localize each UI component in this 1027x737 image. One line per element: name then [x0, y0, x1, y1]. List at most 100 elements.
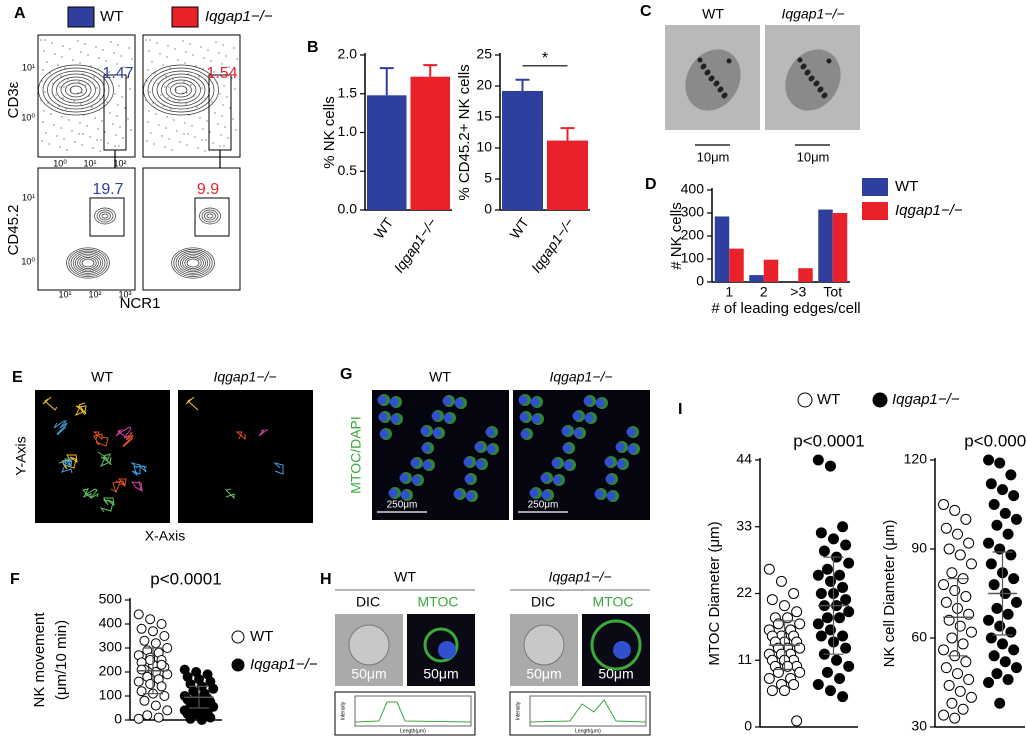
dot: [812, 569, 824, 581]
panel-title: WT: [429, 369, 451, 385]
p-value: p<0.0001: [793, 431, 864, 450]
flow-plot: [142, 34, 241, 158]
error-bar: [560, 127, 575, 141]
tick-label: 10²: [113, 158, 126, 168]
event: [56, 135, 58, 137]
bar: [798, 268, 813, 282]
event: [199, 117, 201, 119]
event: [43, 50, 45, 52]
event: [185, 103, 187, 105]
contour: [182, 255, 204, 271]
dot: [938, 644, 950, 656]
dot: [946, 697, 958, 709]
event: [51, 42, 53, 44]
event: [220, 134, 222, 136]
y-tick-label: 30: [911, 718, 927, 734]
event: [221, 63, 223, 65]
nucleus: [520, 429, 530, 439]
scale-label: 50μm: [423, 666, 458, 682]
contour: [186, 258, 200, 268]
dot: [153, 712, 164, 723]
nucleus: [399, 473, 409, 483]
event: [61, 116, 63, 118]
tick-label: 10¹: [58, 289, 71, 299]
dot: [999, 507, 1011, 519]
event: [233, 47, 235, 49]
dot: [136, 686, 147, 697]
bar: [818, 209, 833, 282]
dot: [156, 659, 167, 670]
event: [149, 91, 151, 93]
event: [84, 43, 86, 45]
y-tick-label: 2.0: [338, 46, 358, 62]
event: [44, 39, 46, 41]
dot: [815, 588, 827, 599]
event: [77, 92, 79, 94]
granule: [700, 64, 706, 70]
dot: [834, 569, 846, 581]
dot: [999, 656, 1011, 668]
legend-marker: [797, 392, 813, 408]
dot: [954, 620, 966, 632]
event: [203, 57, 205, 59]
nucleus: [454, 398, 464, 408]
dot: [983, 537, 995, 549]
event: [161, 135, 163, 137]
dot: [965, 626, 977, 638]
event: [166, 116, 168, 118]
event: [63, 138, 65, 140]
p-value: p<0.0001: [150, 569, 221, 588]
dot: [991, 668, 1003, 680]
nucleus: [626, 427, 636, 437]
panel-title: Iqgap1−/−: [213, 369, 276, 385]
event: [219, 93, 221, 95]
event: [62, 97, 64, 99]
granule: [721, 93, 727, 99]
y-tick-label: 25: [476, 46, 492, 62]
track: [61, 454, 78, 470]
axis-label: Y-Axis: [13, 436, 29, 475]
gate: [89, 197, 125, 237]
legend-marker: [231, 630, 245, 644]
event: [184, 62, 186, 64]
dot: [824, 685, 836, 697]
panel-letter: G: [340, 366, 352, 383]
event: [211, 101, 213, 103]
bar: [410, 76, 450, 210]
track-image: [35, 390, 170, 523]
dot: [133, 676, 144, 687]
event: [113, 52, 115, 54]
sd-bar: [774, 620, 795, 670]
panel-letter: I: [678, 401, 682, 418]
dot: [991, 519, 1003, 531]
event: [197, 147, 199, 149]
dot: [821, 666, 833, 678]
dot: [946, 632, 958, 644]
event: [147, 121, 149, 123]
event: [159, 53, 161, 55]
axis-label: NCR1: [120, 295, 161, 312]
dot: [763, 672, 775, 684]
event: [150, 132, 152, 134]
event: [224, 126, 226, 128]
event: [60, 127, 62, 129]
legend-marker: [872, 392, 888, 408]
event: [67, 78, 69, 80]
contour: [75, 253, 101, 273]
y-tick-label: 400: [99, 615, 123, 631]
event: [59, 86, 61, 88]
event: [152, 102, 154, 104]
event: [225, 55, 227, 57]
event: [119, 126, 121, 128]
dot: [965, 691, 977, 703]
dot: [954, 549, 966, 561]
granule: [717, 87, 723, 93]
event: [222, 44, 224, 46]
dot: [162, 705, 173, 716]
event: [169, 67, 171, 69]
event: [107, 142, 109, 144]
granule: [826, 58, 832, 64]
nucleus: [432, 428, 442, 438]
event: [72, 59, 74, 61]
dot: [940, 662, 952, 674]
